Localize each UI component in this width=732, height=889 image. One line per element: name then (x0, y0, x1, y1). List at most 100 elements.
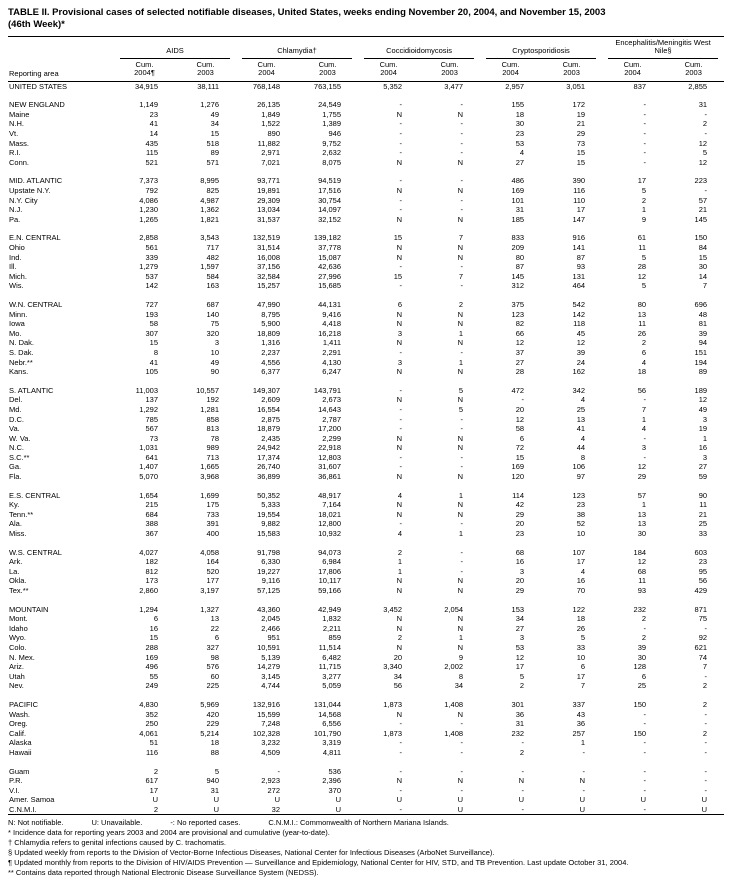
value-cell: 15,599 (257, 709, 281, 719)
value-cell: 388 (145, 519, 158, 529)
value-cell: N (396, 109, 403, 119)
value-cell: N (457, 623, 464, 633)
value-cell: 11 (638, 243, 647, 252)
value-cell: 249 (145, 681, 158, 691)
value-cell: 18 (576, 614, 586, 624)
reporting-area: Vt. (9, 129, 19, 139)
value-cell: 327 (206, 642, 220, 652)
value-cell: 13 (576, 414, 586, 424)
value-cell: - (399, 205, 403, 215)
value-cell: 31 (698, 100, 708, 110)
value-cell: U (152, 795, 158, 805)
reporting-area: W. Va. (9, 433, 31, 443)
value-cell: 23 (576, 500, 586, 510)
value-cell: 153 (511, 604, 525, 614)
value-cell: 6,330 (261, 557, 281, 567)
value-cell: 6 (397, 299, 403, 309)
value-cell: 15 (576, 157, 586, 167)
value-cell: 16 (576, 576, 586, 586)
value-cell: - (399, 347, 403, 357)
value-cell: 429 (694, 586, 708, 595)
value-cell: 6,984 (322, 557, 342, 567)
value-cell: 31,607 (318, 462, 342, 472)
table-row: Okla. 173 177 9,116 10,117 N N 20 16 11 56 (8, 576, 724, 586)
table-row: N. Mex. 169 98 5,139 6,482 20 9 12 10 30 74 (8, 653, 724, 663)
value-cell: 14,568 (318, 709, 342, 719)
value-cell: 10,932 (318, 529, 342, 539)
value-cell: 2,299 (322, 433, 342, 443)
value-cell: - (460, 452, 464, 462)
table-row: NEW ENGLAND 1,149 1,276 26,135 24,549 - - 155 17… (8, 91, 724, 110)
value-cell: 31 (210, 785, 220, 795)
reporting-area: Md. (9, 404, 22, 414)
value-cell: 149,307 (252, 385, 281, 395)
value-cell: - (643, 738, 647, 748)
reporting-area: Mass. (9, 138, 30, 148)
value-cell: 3,319 (322, 738, 342, 748)
value-cell: 122 (572, 604, 586, 614)
value-cell: N (396, 157, 403, 167)
value-cell: 1,873 (383, 699, 403, 709)
value-cell: 31,514 (257, 243, 281, 252)
value-cell: 576 (206, 662, 220, 672)
value-cell: 5 (702, 148, 708, 158)
value-cell: 4 (641, 424, 647, 434)
value-cell: - (399, 414, 403, 424)
value-cell: 2,858 (139, 233, 158, 243)
table-row: MID. ATLANTIC 7,373 8,995 93,771 94,519 - - 486… (8, 167, 724, 186)
value-cell: 400 (206, 529, 220, 539)
value-cell: - (399, 119, 403, 129)
value-cell: 272 (267, 785, 281, 795)
value-cell: - (460, 785, 464, 795)
table-row: Ind. 339 482 16,008 15,087 N N 80 87 5 15 (8, 253, 724, 263)
value-cell: 6 (519, 433, 525, 443)
value-cell: N (396, 623, 403, 633)
value-cell: 27 (515, 157, 525, 167)
value-cell: 3,277 (322, 671, 342, 681)
reporting-area: Nev. (9, 681, 24, 691)
value-cell: - (643, 747, 647, 757)
value-cell: 88 (210, 747, 220, 757)
value-cell: 717 (206, 243, 220, 252)
value-cell: 57 (698, 195, 708, 205)
reporting-area: R.I. (9, 148, 21, 158)
value-cell: 91,798 (257, 547, 281, 557)
table-row: Ala. 388 391 9,882 12,800 - - 20 52 13 25 (8, 519, 724, 529)
value-cell: 2,632 (322, 148, 342, 158)
value-cell: 90 (698, 490, 708, 500)
reporting-area: Ohio (9, 243, 25, 252)
value-cell: 10 (576, 652, 586, 662)
value-cell: 10 (576, 529, 586, 539)
value-cell: 164 (206, 557, 220, 567)
value-cell: 1,292 (139, 404, 158, 414)
value-cell: 15,257 (257, 281, 281, 291)
value-cell: 3,543 (200, 233, 220, 243)
value-cell: - (704, 109, 708, 119)
value-cell: 42,636 (318, 262, 342, 272)
value-cell: 25 (637, 681, 647, 691)
value-cell: - (643, 157, 647, 167)
value-cell: 2,396 (322, 776, 342, 786)
table-row: Tenn.** 684 733 19,554 18,021 N N 29 38 13 21 (8, 510, 724, 520)
value-cell: 17 (576, 671, 586, 681)
value-cell: 21 (698, 509, 708, 519)
value-cell: 145 (511, 271, 525, 281)
value-cell: 48 (698, 309, 708, 319)
value-cell: 38,111 (197, 81, 220, 91)
reporting-area: Okla. (9, 576, 27, 586)
value-cell: N (457, 576, 464, 586)
value-cell: N (457, 472, 464, 482)
value-cell: N (396, 395, 403, 405)
value-cell: 24 (576, 357, 586, 367)
value-cell: 2 (641, 195, 647, 205)
value-cell: U (457, 795, 464, 805)
column-group-coccidioidomycosis: Coccidioidomycosis (358, 36, 480, 59)
value-cell: 73 (149, 433, 158, 443)
value-cell: 27 (698, 462, 708, 472)
value-cell: - (399, 148, 403, 158)
table-row: Mont. 6 13 2,045 1,832 N N 34 18 2 75 (8, 614, 724, 624)
value-cell: 94 (698, 338, 708, 348)
value-cell: 2,787 (322, 414, 342, 424)
value-cell: 118 (573, 319, 586, 329)
value-cell: 18,879 (257, 424, 281, 434)
